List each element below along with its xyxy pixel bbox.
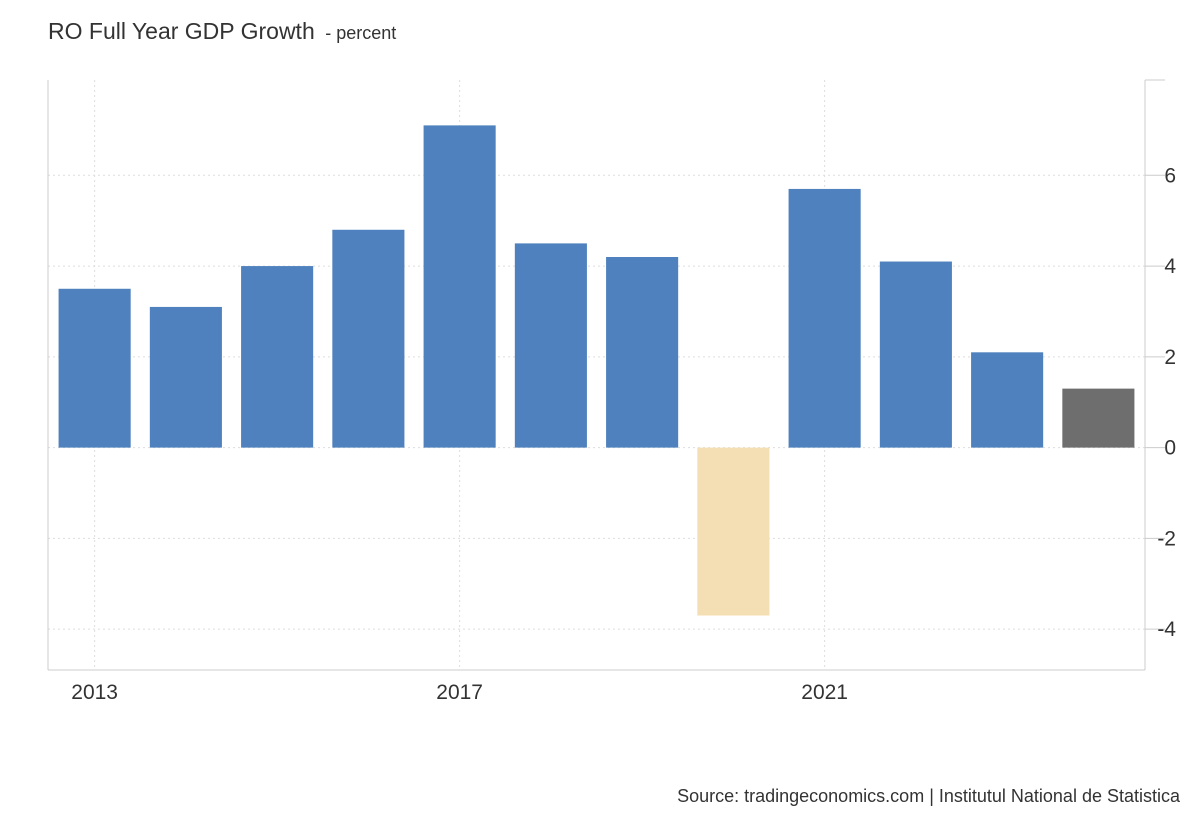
bar-2015 (241, 266, 314, 448)
chart-title: RO Full Year GDP Growth (48, 18, 315, 44)
bar-2016 (332, 229, 405, 448)
chart-unit-label: - percent (325, 23, 397, 43)
y-tick-label: 0 (1164, 437, 1176, 460)
bar-2013 (58, 288, 131, 448)
bar-2023 (971, 352, 1044, 448)
bar-2018 (514, 243, 587, 448)
y-tick-label: 2 (1164, 346, 1176, 369)
bar-2020 (697, 447, 770, 616)
y-tick-label: -2 (1157, 527, 1176, 550)
bar-2024 (1062, 388, 1135, 448)
source-attribution: Source: tradingeconomics.com | Institutu… (677, 786, 1180, 806)
y-tick-label: 6 (1164, 164, 1176, 187)
bar-2022 (879, 261, 952, 448)
x-tick-label: 2017 (436, 681, 483, 704)
bar-2014 (149, 306, 222, 448)
chart-header: RO Full Year GDP Growth - percent (48, 18, 396, 45)
y-tick-label: -4 (1157, 618, 1176, 641)
x-tick-label: 2013 (71, 681, 118, 704)
y-tick-label: 4 (1164, 255, 1176, 278)
x-tick-label: 2021 (801, 681, 848, 704)
bar-2019 (606, 257, 679, 448)
bar-2021 (788, 188, 861, 448)
bar-2017 (423, 125, 496, 448)
